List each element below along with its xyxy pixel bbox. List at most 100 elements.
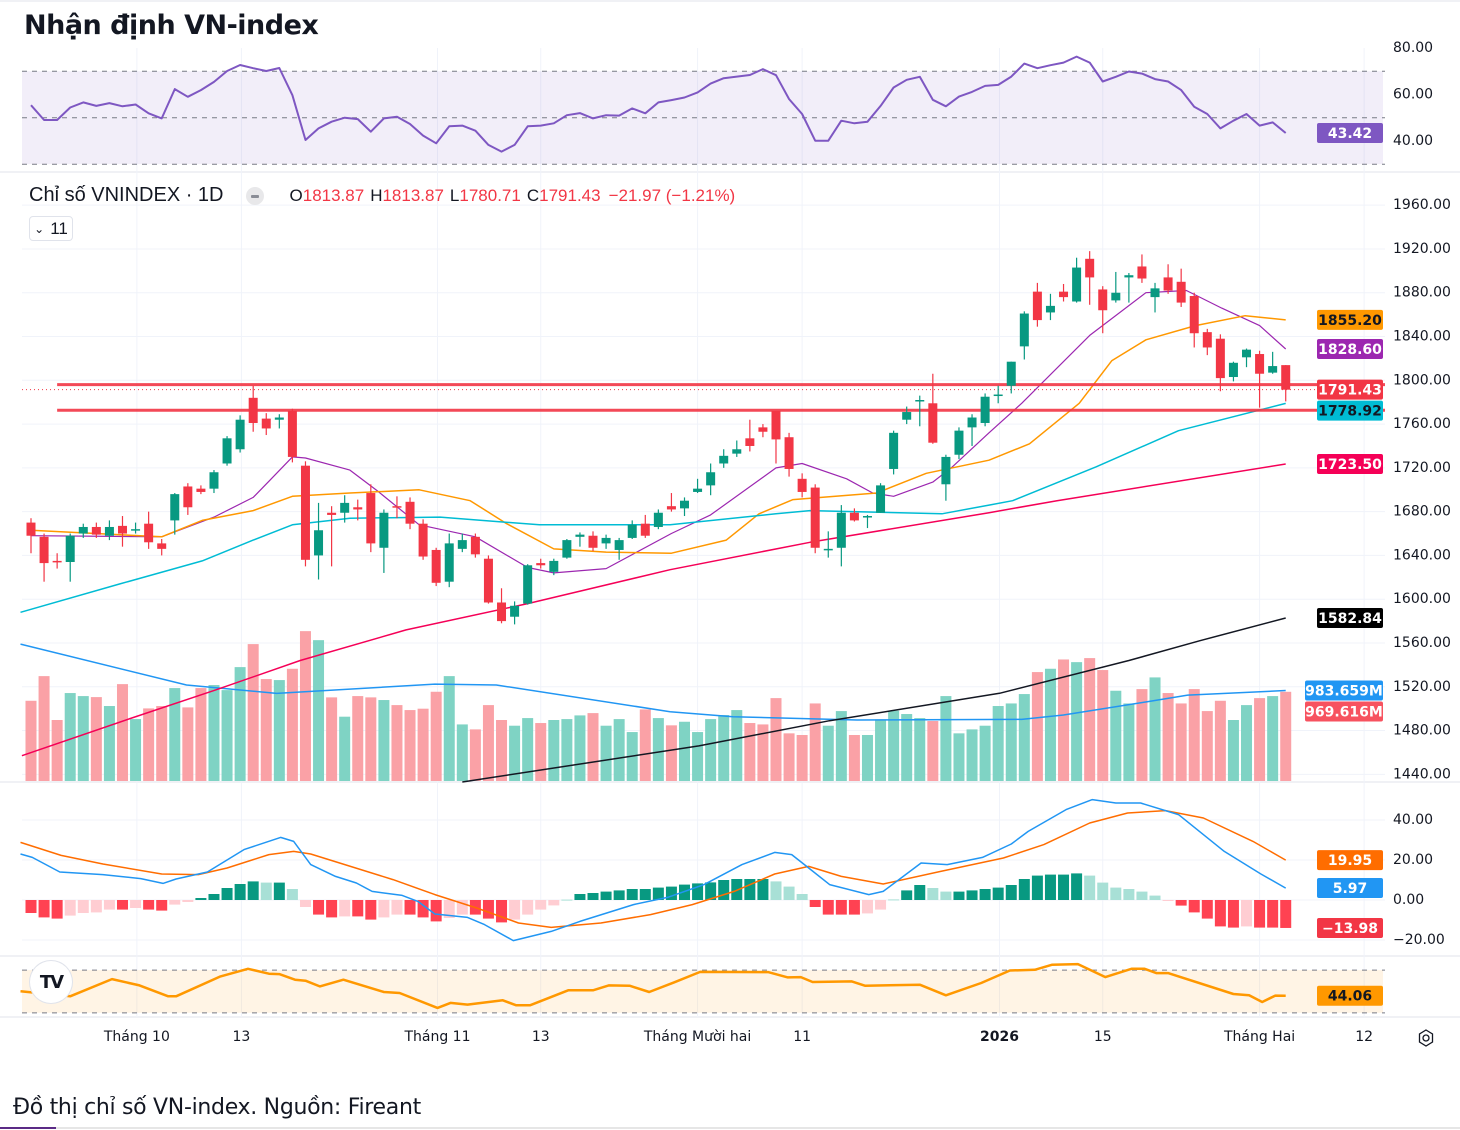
candle[interactable] (510, 601, 520, 625)
indicators-toggle-button[interactable]: ⌄ 11 (29, 216, 73, 241)
candle[interactable] (209, 470, 219, 494)
candle[interactable] (1281, 365, 1291, 402)
candle[interactable] (915, 395, 925, 427)
candle[interactable] (366, 484, 376, 553)
candle[interactable] (862, 514, 872, 529)
candle[interactable] (523, 564, 533, 605)
candle[interactable] (588, 531, 598, 552)
candle[interactable] (353, 499, 363, 521)
candle[interactable] (614, 537, 624, 560)
candle[interactable] (1242, 348, 1252, 368)
candle[interactable] (536, 558, 546, 569)
candle[interactable] (549, 558, 559, 576)
candle[interactable] (300, 461, 310, 567)
candle[interactable] (784, 432, 794, 477)
candle[interactable] (470, 533, 480, 558)
candle[interactable] (65, 533, 75, 582)
candle[interactable] (1085, 251, 1095, 305)
candle[interactable] (1228, 361, 1238, 382)
candle[interactable] (444, 533, 454, 588)
candle[interactable] (810, 484, 820, 554)
candle[interactable] (248, 385, 258, 432)
candle[interactable] (39, 533, 49, 582)
candle[interactable] (1137, 254, 1147, 283)
candle[interactable] (26, 518, 36, 554)
candle[interactable] (1019, 311, 1029, 360)
candle[interactable] (405, 497, 415, 530)
candle[interactable] (183, 483, 193, 515)
candle[interactable] (601, 534, 611, 549)
candle[interactable] (91, 522, 101, 538)
candle[interactable] (849, 508, 859, 522)
candle[interactable] (196, 485, 206, 495)
candle[interactable] (1202, 328, 1212, 356)
candle[interactable] (1111, 271, 1121, 303)
candle[interactable] (980, 393, 990, 427)
candle[interactable] (941, 454, 951, 501)
candle[interactable] (954, 427, 964, 460)
candle[interactable] (928, 373, 938, 444)
candle[interactable] (666, 493, 676, 512)
market-status-icon[interactable] (245, 186, 264, 205)
candle[interactable] (1006, 361, 1016, 394)
candle[interactable] (758, 424, 768, 438)
candle[interactable] (836, 505, 846, 567)
candle[interactable] (680, 497, 689, 517)
candle[interactable] (993, 385, 1003, 404)
candle[interactable] (967, 414, 977, 446)
candle[interactable] (640, 514, 650, 538)
candle[interactable] (78, 523, 88, 538)
candle[interactable] (222, 436, 232, 466)
candle[interactable] (745, 419, 755, 452)
tradingview-logo[interactable]: TV (30, 961, 72, 1003)
candle[interactable] (575, 532, 585, 547)
candle[interactable] (1176, 268, 1186, 307)
candle[interactable] (392, 496, 402, 519)
candle[interactable] (562, 539, 572, 559)
candle[interactable] (876, 483, 886, 513)
candle[interactable] (379, 509, 389, 573)
candle[interactable] (431, 547, 441, 587)
candle[interactable] (483, 555, 493, 604)
candle[interactable] (261, 413, 271, 436)
candle[interactable] (902, 406, 912, 425)
candle[interactable] (235, 415, 245, 453)
candle[interactable] (823, 531, 833, 558)
candle[interactable] (1163, 264, 1173, 294)
candle[interactable] (693, 478, 703, 494)
candle[interactable] (52, 553, 62, 569)
candle[interactable] (418, 519, 428, 560)
candle[interactable] (144, 511, 154, 549)
candle[interactable] (131, 522, 141, 534)
candle[interactable] (170, 493, 180, 535)
gear-icon[interactable] (1416, 1028, 1436, 1048)
candle[interactable] (457, 533, 467, 553)
candle[interactable] (1189, 292, 1199, 348)
candle[interactable] (327, 506, 337, 567)
candle[interactable] (1072, 257, 1082, 303)
candle[interactable] (287, 408, 297, 463)
candle[interactable] (1098, 286, 1108, 334)
candle[interactable] (732, 440, 742, 457)
candle[interactable] (1255, 350, 1265, 408)
candle[interactable] (889, 430, 899, 475)
candle[interactable] (797, 473, 807, 498)
candle[interactable] (157, 539, 167, 556)
candle[interactable] (1059, 283, 1069, 302)
candle[interactable] (340, 495, 350, 523)
candle[interactable] (706, 463, 716, 496)
candle[interactable] (117, 516, 127, 547)
candle[interactable] (1215, 334, 1225, 392)
candle[interactable] (274, 414, 284, 429)
candle[interactable] (771, 410, 781, 464)
candle[interactable] (1045, 293, 1055, 321)
candle[interactable] (314, 502, 324, 580)
candle[interactable] (497, 588, 507, 624)
candle[interactable] (1032, 282, 1042, 327)
symbol-label[interactable]: Chỉ số VNINDEX · 1D (29, 184, 224, 206)
candle[interactable] (627, 520, 637, 540)
candle[interactable] (719, 449, 729, 468)
candle[interactable] (1268, 351, 1278, 374)
candle[interactable] (1150, 282, 1160, 313)
